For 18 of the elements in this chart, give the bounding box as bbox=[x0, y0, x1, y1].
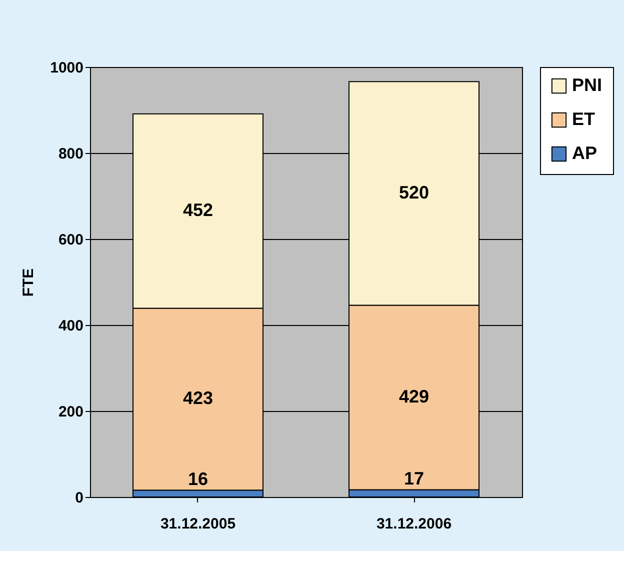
data-label: 423 bbox=[182, 388, 214, 408]
data-label: 16 bbox=[188, 469, 208, 490]
data-label: 429 bbox=[398, 386, 430, 406]
data-label: 452 bbox=[182, 200, 214, 220]
y-tick-label: 1000 bbox=[50, 60, 84, 76]
data-label: 17 bbox=[404, 468, 424, 489]
y-tick-label: 0 bbox=[75, 490, 84, 506]
y-tick-label: 800 bbox=[58, 146, 84, 162]
y-tick-label: 600 bbox=[58, 232, 84, 248]
legend-label: AP bbox=[572, 143, 598, 163]
y-tick-label: 200 bbox=[58, 404, 84, 420]
legend-label: ET bbox=[572, 109, 596, 129]
data-label: 520 bbox=[398, 182, 430, 202]
legend-label: PNI bbox=[572, 75, 602, 95]
y-axis-title: FTE bbox=[20, 268, 38, 297]
x-tick-label: 31.12.2005 bbox=[160, 516, 236, 532]
y-tick-label: 400 bbox=[58, 318, 84, 334]
x-tick-label: 31.12.2006 bbox=[376, 516, 452, 532]
